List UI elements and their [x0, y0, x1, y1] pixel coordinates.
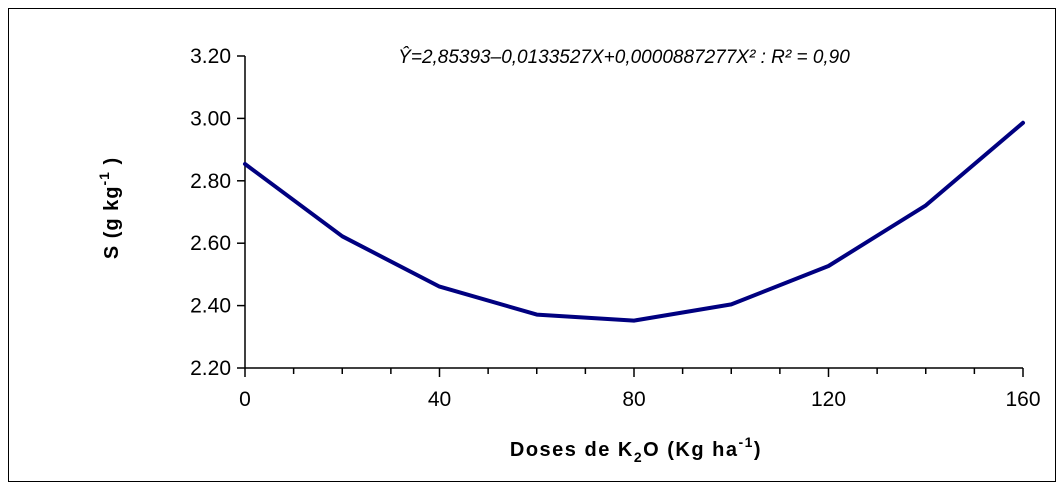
data-point — [828, 265, 829, 267]
y-axis-title: S (g kg-1 ) — [96, 157, 123, 259]
data-point — [244, 163, 246, 165]
regression-equation: Ŷ=2,85393–0,0133527X+0,0000887277X² : R²… — [398, 46, 850, 68]
y-tick-label: 3.20 — [190, 45, 231, 68]
x-axis-title-sup: -1 — [738, 434, 753, 450]
x-axis-title: Doses de K2O (Kg ha-1) — [510, 434, 762, 465]
y-tick-label: 2.20 — [190, 357, 231, 380]
x-axis-title-mid: O (Kg ha — [643, 439, 738, 461]
data-point — [925, 204, 927, 206]
data-point — [633, 320, 635, 322]
x-tick-label: 80 — [622, 388, 645, 411]
data-point — [536, 314, 538, 316]
x-tick-label: 160 — [1005, 388, 1040, 411]
y-tick-label: 2.60 — [190, 232, 231, 255]
data-point — [341, 235, 343, 237]
data-point — [1022, 122, 1024, 124]
x-tick-label: 0 — [239, 388, 251, 411]
x-tick-label: 120 — [811, 388, 846, 411]
y-ticks: 2.20 2.40 2.60 2.80 3.00 3.20 — [190, 45, 245, 380]
chart-border — [8, 8, 1056, 482]
y-tick-label: 3.00 — [190, 107, 231, 130]
x-ticks: 0 40 80 120 160 — [239, 368, 1041, 411]
series-layer — [243, 120, 1025, 323]
x-tick-label: 40 — [428, 388, 451, 411]
data-point — [439, 286, 440, 288]
x-axis-title-main: Doses de K — [510, 439, 634, 461]
x-axis-title-sub: 2 — [634, 449, 643, 465]
x-axis-title-end: ) — [754, 439, 762, 461]
y-axis-title-main: S (g kg — [101, 186, 123, 260]
data-point — [730, 303, 732, 305]
y-tick-label: 2.80 — [190, 170, 231, 193]
chart-frame: Ŷ=2,85393–0,0133527X+0,0000887277X² : R²… — [8, 8, 1056, 482]
y-tick-label: 2.40 — [190, 295, 231, 318]
y-axis-title-sup: -1 — [96, 171, 112, 185]
y-axis-title-end: ) — [101, 157, 123, 171]
chart-svg: Ŷ=2,85393–0,0133527X+0,0000887277X² : R²… — [8, 8, 1056, 482]
